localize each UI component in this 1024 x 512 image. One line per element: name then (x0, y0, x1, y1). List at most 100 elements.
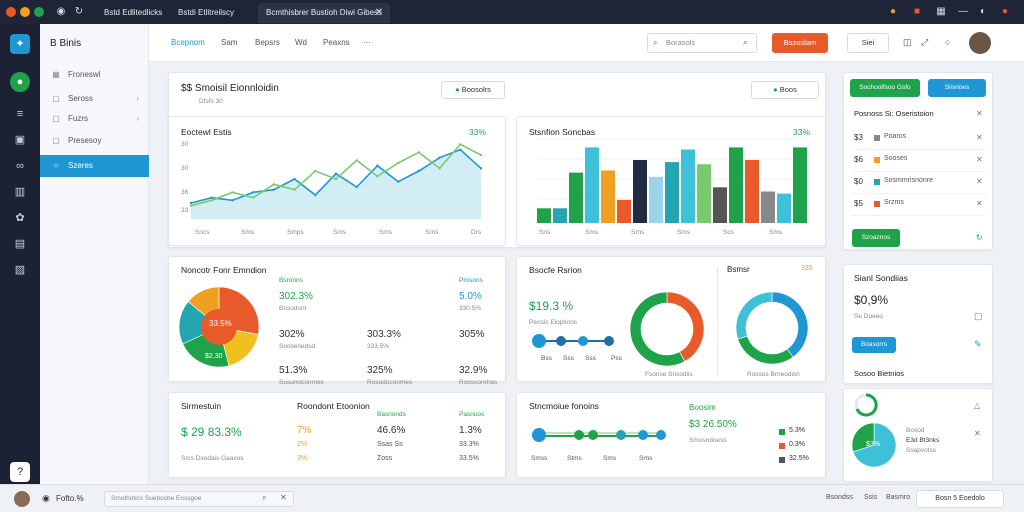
sales-filter-button[interactable]: ● Boosolrs (441, 81, 505, 99)
help-icon[interactable]: ? (10, 462, 30, 482)
y-label-3: 33 (181, 207, 189, 214)
secondary-action-button[interactable]: Siei (847, 33, 889, 53)
pie-slice (666, 291, 705, 362)
alert-icon[interactable]: △ (974, 401, 981, 410)
right-list-title: Posnoss Si: Oseristoion (854, 109, 934, 118)
user-icon[interactable]: ○ (945, 37, 951, 47)
bar-filter-button[interactable]: ● Boos (751, 81, 819, 99)
legend-swatch (779, 457, 785, 463)
settings-icon[interactable]: ✿ (15, 212, 25, 224)
stats-col-b: 33.3% (459, 441, 479, 448)
footer-link-2[interactable]: Basmro (886, 494, 911, 501)
bar (665, 162, 679, 223)
nav-link-0[interactable]: Bcepnom (171, 38, 205, 47)
search-submit-icon[interactable]: ⌕ (743, 37, 749, 47)
app-logo-icon[interactable]: ✦ (10, 34, 30, 54)
top-nav: Bcepnom Sam Bepsrs Wd Peaxns ⋯ Borasols … (149, 24, 1024, 62)
extension-icon[interactable]: ■ (913, 6, 921, 17)
right-row-label: Sooses (884, 155, 908, 162)
flow-chart (532, 428, 666, 442)
y-label-2: 36 (181, 189, 189, 196)
expand-icon[interactable]: ⤢ (921, 37, 929, 47)
sidebar-item-0[interactable]: ▦ Froneswl (40, 64, 149, 86)
tab-2[interactable]: Bstdi Etlitreilscy (170, 3, 256, 23)
tab-3-label: Bcmthisbrer Bustioh Diwi Gibess (266, 8, 383, 17)
tab-3[interactable]: Bcmthisbrer Bustioh Diwi Gibess (258, 3, 390, 23)
nav-more-icon[interactable]: ⋯ (363, 38, 371, 47)
home-icon[interactable]: ◉ (56, 6, 66, 17)
panel-icon[interactable]: ▢ (974, 311, 983, 321)
sales-filter-label: Boosolrs (461, 85, 491, 94)
sidebar-item-2[interactable]: ▢ Fuzrs › (40, 108, 149, 130)
x-tick-label: Sms (241, 229, 254, 236)
blue-action-button[interactable]: Siisrioes (928, 79, 986, 97)
sidebar-item-1[interactable]: ▢ Seross › (40, 88, 149, 110)
list-icon[interactable]: ≡ (16, 108, 24, 120)
x-tick-label: Sms (769, 229, 782, 236)
window-minimize-dot[interactable] (20, 7, 30, 17)
right-green-button[interactable]: Szoaznos (852, 229, 900, 247)
bar (649, 176, 663, 223)
chevron-right-icon: › (136, 94, 139, 103)
sidebar-item-3[interactable]: ▢ Presesoy (40, 130, 149, 152)
nav-link-1[interactable]: Sam (221, 38, 238, 47)
close-icon[interactable]: ✕ (974, 429, 981, 438)
nav-link-3[interactable]: Wd (295, 38, 307, 47)
nav-link-4[interactable]: Peaxns (323, 38, 350, 47)
close-icon[interactable]: ✕ (280, 493, 287, 502)
reload-icon[interactable]: ↻ (74, 6, 84, 17)
green-action-button[interactable]: Sochoolfsoo Gsfo (850, 79, 920, 97)
minus-icon[interactable]: — (958, 6, 968, 17)
bubble (532, 334, 546, 348)
footer-search-input[interactable]: Smothotics Suebosbe Enssgoe (104, 491, 294, 507)
pie-center (201, 309, 237, 345)
x-tick-label: Drs (471, 229, 482, 236)
document-icon[interactable]: ▣ (14, 134, 26, 146)
avatar-icon[interactable]: ● (889, 6, 897, 17)
tab-1[interactable]: Bstd Edlitedlicks (104, 8, 163, 17)
right-stat-button[interactable]: Boasorrs (852, 337, 896, 353)
bar (569, 172, 583, 223)
footer-link-0[interactable]: Bsondss (826, 494, 853, 501)
stats-col-c: Zoss (377, 455, 393, 462)
line-point (231, 191, 234, 194)
avatar[interactable] (14, 491, 30, 507)
flow-value: $3 26.50% (689, 419, 737, 430)
primary-action-button[interactable]: Bszoslam (772, 33, 828, 53)
link-icon[interactable]: ∞ (16, 160, 24, 172)
bar (553, 208, 567, 223)
avatar[interactable] (969, 32, 991, 54)
window-icon[interactable]: ◫ (903, 37, 912, 47)
profile-icon[interactable]: ● (1001, 6, 1009, 17)
nav-link-2[interactable]: Bepsrs (255, 38, 280, 47)
calendar-icon[interactable]: ▦ (936, 6, 946, 17)
refresh-icon[interactable]: ↻ (976, 233, 983, 242)
search-icon[interactable]: ⌕ (262, 493, 267, 502)
right-donut-label: Bosod (906, 427, 925, 434)
window-maximize-dot[interactable] (34, 7, 44, 17)
pie-slice (178, 301, 220, 345)
pie-chart (178, 286, 260, 368)
sidebar-item-4[interactable]: ○ Szeres (40, 155, 149, 177)
close-icon[interactable]: ✕ (976, 109, 983, 118)
edit-icon[interactable]: ✎ (974, 339, 982, 349)
close-icon[interactable]: ✕ (374, 7, 384, 18)
flow-node (532, 428, 546, 442)
chart-icon[interactable]: ▥ (14, 186, 26, 198)
window-close-dot[interactable] (6, 7, 16, 17)
footer-link-1[interactable]: Ssis (864, 494, 878, 501)
left-rail: ✦ ● ≡ ▣ ∞ ▥ ✿ ▤ ▨ ? (0, 24, 40, 484)
status-icon[interactable]: ● (10, 72, 30, 92)
search-input[interactable]: Borasols (647, 33, 757, 53)
donut-chart-2 (735, 291, 809, 365)
right-stat-sub: Se Dueeo (854, 313, 883, 320)
image-icon[interactable]: ▨ (14, 264, 26, 276)
line-point (314, 193, 317, 197)
footer-action-button[interactable]: Bosn 5 Eoedolo (916, 490, 1004, 508)
close-icon: ✕ (976, 199, 983, 208)
metric-sub: 330.5% (459, 305, 482, 312)
grid-icon[interactable]: ▤ (14, 238, 26, 250)
metric-sub: Susunoconmes (279, 379, 324, 386)
info-icon[interactable]: ◐ (979, 6, 987, 17)
metric-sub: Bosodonr (279, 305, 307, 312)
